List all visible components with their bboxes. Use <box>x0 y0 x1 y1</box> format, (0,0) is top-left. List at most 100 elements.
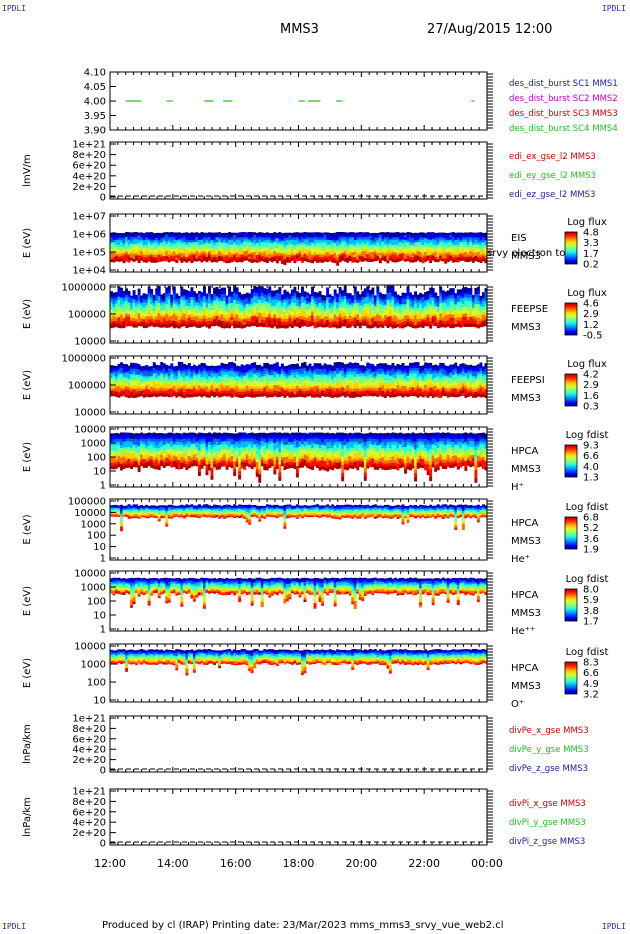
feepse-cell <box>298 310 302 314</box>
feepsi-cell <box>213 368 216 372</box>
eis-cell <box>338 231 342 235</box>
feepse-cell <box>283 292 287 297</box>
eis-cell <box>233 242 237 245</box>
eis-cell <box>441 249 445 252</box>
feepse-cell <box>213 287 216 292</box>
eis-cell <box>436 244 440 248</box>
feepsi-cell <box>132 388 136 393</box>
feepse-cell <box>391 310 395 315</box>
feepse-cell <box>117 310 121 315</box>
eis-cell <box>406 236 410 240</box>
feepse-ytick-label: 100000 <box>68 310 106 321</box>
eis-cell <box>240 247 244 250</box>
eis-cell <box>200 259 204 263</box>
feepse-cell <box>180 323 184 327</box>
feepse-cell <box>326 320 330 324</box>
eis-cell <box>195 258 199 262</box>
feepse-cell <box>386 317 390 322</box>
feepse-cell <box>243 299 247 303</box>
eis-cell <box>474 253 478 257</box>
feepse-cell <box>233 320 237 325</box>
eis-cell <box>471 242 475 246</box>
eis-cell <box>368 249 372 253</box>
eis-cell <box>238 254 242 258</box>
feepse-cell <box>170 313 174 317</box>
feepse-cell <box>414 321 418 326</box>
feepse-cell <box>223 290 227 295</box>
feepsi-cell <box>157 367 161 371</box>
feepse-cell <box>303 322 307 327</box>
feepse-cell <box>396 316 400 320</box>
feepse-cell <box>331 295 335 299</box>
feepse-cell <box>160 294 164 298</box>
eis-cell <box>381 232 385 235</box>
feepse-cell <box>441 314 445 319</box>
feepse-cell <box>293 303 297 307</box>
feepse-cell <box>331 314 335 317</box>
eis-cell <box>172 241 176 245</box>
feepse-cell <box>368 318 372 323</box>
feepse-cell <box>484 322 488 327</box>
feepse-cell <box>295 317 299 321</box>
eis-cell <box>285 240 289 243</box>
eis-cell <box>140 258 144 261</box>
feepsi-cell <box>150 389 154 392</box>
eis-cell <box>197 251 201 255</box>
eis-cell <box>130 257 134 261</box>
feepse-cell <box>213 322 216 327</box>
feepse-cell <box>419 295 423 299</box>
eis-cell <box>328 244 332 248</box>
eis-cell <box>288 247 292 251</box>
feepse-cell <box>306 295 309 299</box>
feepse-cell <box>225 303 229 307</box>
feepse-cell <box>328 305 332 309</box>
feepse-cell <box>215 293 219 297</box>
feepse-cell <box>464 290 468 294</box>
feepse-side-label: MMS3 <box>511 322 541 333</box>
feepse-cell <box>366 296 370 301</box>
feepse-cell <box>326 297 330 301</box>
eis-cell <box>213 247 216 250</box>
feepse-cell <box>270 293 274 298</box>
eis-cell <box>265 237 269 241</box>
eis-cell <box>464 237 468 241</box>
eis-cell <box>145 239 149 243</box>
feepse-cell <box>426 320 430 324</box>
feepse-cell <box>190 287 194 291</box>
feepse-cell <box>454 301 458 305</box>
feepse-cell <box>245 292 249 296</box>
feepse-cell <box>479 303 483 307</box>
eis-cell <box>197 258 201 261</box>
feepsi-cell <box>135 366 139 370</box>
eis-cell <box>273 251 277 254</box>
eis-cell <box>316 247 319 251</box>
eis-cell <box>192 237 196 241</box>
feepse-cell <box>378 295 382 299</box>
feepse-cell <box>135 324 139 328</box>
eis-cell <box>348 246 352 250</box>
eis-cell <box>404 256 407 260</box>
eis-cell <box>145 257 149 261</box>
eis-cell <box>346 240 350 243</box>
eis-cell <box>404 232 407 236</box>
eis-cell <box>293 260 297 264</box>
feepse-cell <box>436 303 440 307</box>
eis-cell <box>205 256 209 260</box>
feepsi-cell <box>175 394 179 398</box>
feepse-cell <box>461 303 465 308</box>
feepse-cell <box>471 305 475 309</box>
feepse-cell <box>308 302 312 306</box>
eis-cell <box>421 232 425 236</box>
feepse-cell <box>479 308 483 312</box>
feepse-cell <box>285 303 289 308</box>
feepse-cell <box>250 310 254 314</box>
feepse-cell <box>436 311 440 315</box>
eis-cell <box>202 235 206 238</box>
feepse-cell <box>446 293 450 297</box>
eis-cell <box>278 236 282 240</box>
feepse-cell <box>270 302 274 307</box>
eis-cell <box>218 236 221 240</box>
eis-cell <box>378 245 382 249</box>
feepse-cell <box>318 294 322 298</box>
feepse-cell <box>298 313 302 317</box>
